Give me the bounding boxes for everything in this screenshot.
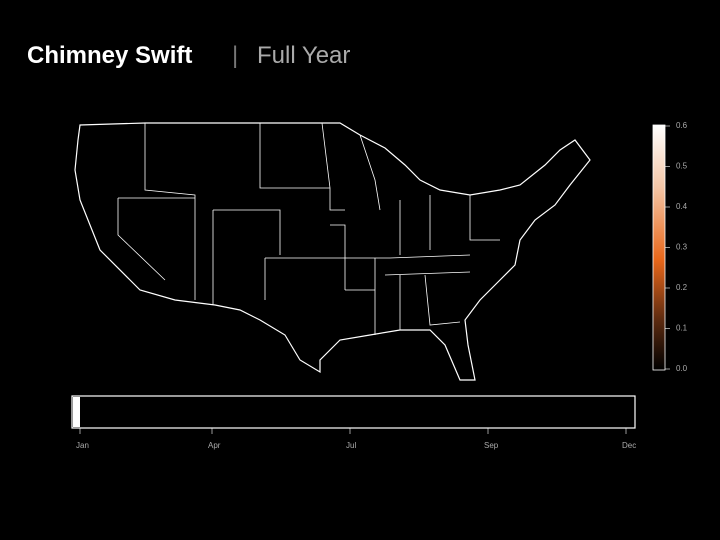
month-label: Jul [346,441,356,450]
colorbar-label: 0.4 [676,202,688,211]
colorbar-ticks: 0.6 0.5 0.4 0.3 0.2 0.1 0.0 [665,121,688,373]
period-title: Full Year [257,42,350,69]
colorbar-label: 0.1 [676,324,688,333]
species-title: Chimney Swift [27,42,192,69]
colorbar-label: 0.0 [676,364,688,373]
month-label: Apr [208,441,221,450]
timeline-marker[interactable] [73,397,80,427]
month-label: Sep [484,441,499,450]
us-outline [74,122,591,381]
state-lines [117,122,500,335]
colorbar [652,124,666,371]
colorbar-label: 0.2 [676,283,688,292]
month-label: Jan [76,441,89,450]
month-label: Dec [622,441,636,450]
timeline[interactable] [71,395,636,429]
timeline-ticks: Jan Apr Jul Sep Dec [76,428,636,450]
title-separator: | [232,42,238,69]
us-map [74,122,591,381]
colorbar-label: 0.5 [676,162,688,171]
colorbar-label: 0.6 [676,121,688,130]
colorbar-label: 0.3 [676,243,688,252]
